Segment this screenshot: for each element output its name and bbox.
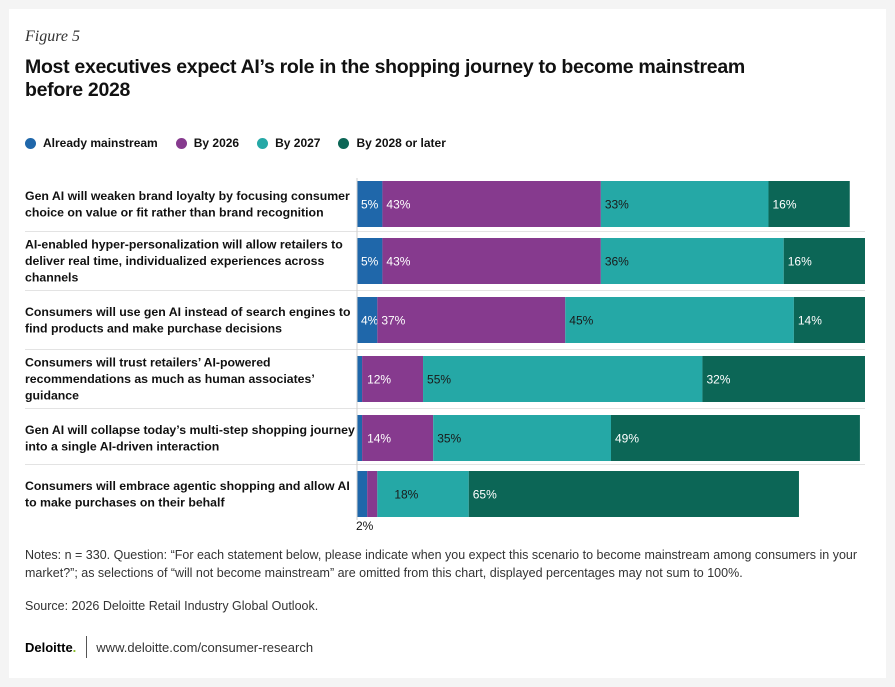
bar-segment-by-2028-or-later — [793, 297, 865, 343]
footer-divider — [86, 636, 88, 658]
data-label: 65% — [473, 488, 497, 502]
bar-segment-by-2026 — [377, 297, 566, 343]
legend-label: By 2027 — [275, 136, 321, 150]
bar-segment-by-2026 — [362, 415, 434, 461]
data-label: 32% — [706, 373, 730, 387]
bar-segment-by-2027 — [423, 356, 703, 402]
footer-url[interactable]: www.deloitte.com/consumer-research — [96, 639, 314, 655]
legend-swatch — [175, 137, 187, 149]
data-label: 4% — [361, 314, 379, 328]
data-label: 33% — [605, 198, 629, 212]
brand-dot: . — [72, 639, 77, 655]
data-label: 43% — [386, 198, 410, 212]
data-label: 16% — [772, 198, 796, 212]
data-label: 55% — [427, 373, 451, 387]
category-label: channels — [25, 271, 78, 285]
bar-segment-already-mainstream — [357, 356, 363, 402]
legend-item-by-2026: By 2026 — [175, 136, 240, 150]
bar-segment-by-2028-or-later — [611, 415, 860, 461]
bar-segment-already-mainstream — [357, 238, 383, 284]
legend-swatch — [257, 137, 269, 149]
bar-segment-by-2026 — [367, 471, 378, 517]
data-label: 35% — [437, 432, 461, 446]
brand-logo: Deloitte. — [25, 640, 76, 655]
category-label: Gen AI will weaken brand loyalty by focu… — [25, 189, 350, 203]
bar-segment-already-mainstream — [357, 297, 378, 343]
brand-name: Deloitte — [25, 639, 73, 655]
bar-segment-by-2027 — [565, 297, 794, 343]
data-label: 16% — [788, 255, 812, 269]
category-label: Consumers will use gen AI instead of sea… — [25, 305, 351, 319]
data-label: 49% — [615, 432, 639, 446]
bar-segment-by-2026 — [382, 181, 601, 227]
legend-item-already-mainstream: Already mainstream — [25, 136, 158, 150]
chart-source: Source: 2026 Deloitte Retail Industry Gl… — [25, 599, 319, 613]
legend-item-by-2028-or-later: By 2028 or later — [338, 136, 446, 150]
figure-label: Figure 5 — [25, 28, 80, 45]
category-label: guidance — [25, 389, 79, 403]
chart-title: Most executives expect AI’s role in the … — [25, 56, 745, 101]
bar-segment-already-mainstream — [357, 471, 368, 517]
category-label: Gen AI will collapse today’s multi-step … — [25, 423, 355, 437]
data-label: 18% — [394, 488, 418, 502]
chart-notes: Notes: n = 330. Question: “For each stat… — [25, 548, 858, 580]
category-label: find products and make purchase decision… — [25, 321, 282, 335]
category-label: Consumers will embrace agentic shopping … — [25, 479, 350, 493]
data-label: 37% — [381, 314, 405, 328]
bar-segment-already-mainstream — [357, 415, 363, 461]
bar-segment-by-2028-or-later — [468, 471, 799, 517]
legend-swatch — [25, 137, 36, 149]
data-label: 14% — [798, 314, 822, 328]
category-label: AI-enabled hyper-personalization will al… — [25, 238, 343, 252]
data-label: 36% — [605, 255, 629, 269]
data-label: 2% — [356, 519, 374, 533]
bar-segment-by-2028-or-later — [768, 181, 850, 227]
bar-segment-by-2028-or-later — [702, 356, 865, 402]
bar-segment-by-2026 — [382, 238, 601, 284]
data-label: 5% — [361, 255, 379, 269]
bar-segment-by-2027 — [600, 238, 784, 284]
bar-segment-by-2027 — [377, 471, 469, 517]
category-label: into a single AI-driven interaction — [25, 439, 219, 453]
data-label: 45% — [569, 314, 593, 328]
legend-label: Already mainstream — [43, 136, 158, 150]
legend: Already mainstream By 2026 By 2027 By 2028 … — [25, 136, 464, 150]
data-label: 43% — [386, 255, 410, 269]
bar-segment-by-2026 — [362, 356, 424, 402]
bar-segment-by-2027 — [433, 415, 611, 461]
legend-item-by-2027: By 2027 — [257, 136, 320, 150]
data-label: 12% — [367, 373, 391, 387]
footer: Deloitte. www.deloitte.com/consumer-rese… — [25, 636, 313, 658]
chart-card — [9, 9, 886, 678]
bar-segment-already-mainstream — [357, 181, 383, 227]
category-label: deliver real time, individualized experi… — [25, 254, 325, 268]
bar-segment-by-2028-or-later — [783, 238, 865, 284]
category-label: to make purchases on their behalf — [25, 495, 225, 509]
data-label: 5% — [361, 198, 379, 212]
legend-label: By 2026 — [193, 136, 240, 150]
legend-label: By 2028 or later — [356, 136, 446, 150]
bar-segment-by-2027 — [600, 181, 769, 227]
category-label: recommendations as much as human associa… — [25, 372, 315, 386]
category-label: Consumers will trust retailers’ AI-power… — [25, 356, 271, 370]
category-label: choice on value or fit rather than brand… — [25, 205, 324, 219]
data-label: 14% — [367, 432, 391, 446]
legend-swatch — [338, 137, 350, 149]
